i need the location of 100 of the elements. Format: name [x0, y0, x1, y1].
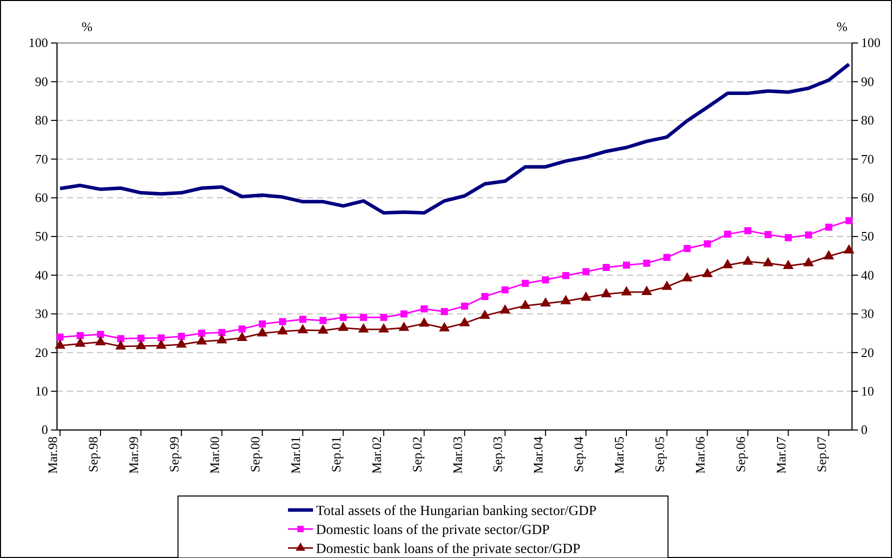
point: [662, 280, 672, 290]
point: [400, 310, 408, 318]
y-tick-label: 20: [35, 344, 48, 360]
point: [600, 288, 612, 298]
x-tick-label: Mar.06: [692, 436, 708, 474]
x-tick-label: Mar.07: [773, 436, 788, 474]
point: [500, 304, 510, 314]
y-tick-label: 70: [35, 151, 48, 166]
line-series: [58, 62, 851, 215]
point: [641, 286, 652, 295]
y2-tick-label: 60: [861, 190, 874, 205]
point: [115, 340, 126, 350]
y-tick-label: 30: [35, 306, 48, 322]
point: [682, 272, 693, 282]
point: [479, 310, 490, 319]
point: [279, 318, 286, 326]
point: [319, 316, 327, 324]
point: [218, 328, 226, 336]
point: [722, 258, 733, 268]
point: [440, 308, 448, 316]
point: [318, 324, 328, 334]
point: [54, 339, 66, 349]
point: [378, 323, 390, 332]
x-tick-label: Sep.06: [732, 436, 748, 472]
x-tick-label: Sep.03: [490, 436, 506, 472]
point: [704, 240, 711, 248]
point: [621, 286, 632, 296]
y2-tick-label: 50: [861, 228, 874, 244]
point: [542, 276, 550, 284]
point: [238, 325, 246, 333]
point: [56, 334, 64, 341]
point: [804, 231, 812, 238]
point: [256, 327, 268, 336]
point: [744, 227, 752, 234]
point: [702, 268, 713, 278]
y-tick-label: 60: [35, 190, 48, 205]
point: [95, 336, 106, 346]
x-tick-label: Sep.00: [247, 436, 262, 472]
y-tick-label: 50: [35, 228, 48, 244]
legend-label: Domestic loans of the private sector/GDP: [316, 523, 550, 538]
point: [742, 255, 754, 265]
point: [137, 334, 144, 342]
legend-label: Domestic bank loans of the private sector/GDP: [316, 542, 581, 557]
point: [560, 294, 572, 304]
point: [156, 339, 167, 349]
point: [803, 257, 814, 266]
point: [663, 254, 670, 261]
point: [522, 280, 529, 287]
x-tick-label: Mar.05: [612, 436, 627, 474]
point: [74, 337, 86, 347]
point: [825, 224, 832, 231]
point: [117, 335, 124, 342]
point: [459, 316, 470, 326]
x-tick-label: Mar.00: [207, 436, 222, 474]
y-tick-label: 10: [35, 383, 48, 398]
x-tick-label: Sep.99: [166, 436, 182, 472]
point: [520, 300, 531, 309]
point: [540, 297, 551, 307]
point: [602, 264, 610, 271]
point: [582, 268, 590, 276]
y2-tick-label: 90: [861, 74, 874, 89]
point: [198, 330, 206, 337]
x-tick-label: Sep.07: [814, 436, 829, 472]
y2-tick-label: 70: [861, 151, 874, 166]
point: [823, 250, 834, 260]
point: [784, 234, 792, 242]
point: [622, 262, 630, 269]
point: [380, 314, 388, 321]
y2-tick-label: 0: [861, 422, 868, 438]
point: [502, 286, 509, 294]
y-tick-label: 40: [35, 267, 48, 282]
x-tick-label: Sep.04: [571, 436, 586, 472]
point: [762, 257, 774, 266]
x-tick-label: Mar.99: [126, 436, 142, 474]
point: [360, 314, 368, 321]
x-tick-label: Mar.01: [288, 436, 303, 474]
x-tick-label: Sep.05: [652, 436, 668, 472]
point: [176, 338, 187, 348]
point: [297, 324, 308, 334]
x-tick-label: Mar.02: [368, 436, 384, 474]
y2-tick-label: 20: [861, 344, 874, 360]
y-tick-label: 0: [42, 422, 48, 438]
point: [844, 244, 854, 254]
x-tick-label: Mar.04: [530, 436, 546, 474]
point: [96, 330, 104, 338]
y2-axis-title: %: [836, 19, 848, 34]
point: [277, 325, 288, 334]
point: [196, 335, 208, 344]
point: [236, 332, 248, 341]
point: [358, 323, 369, 332]
point: [299, 316, 306, 323]
x-tick-label: Mar.03: [450, 436, 465, 474]
point: [178, 332, 185, 340]
point: [643, 260, 650, 267]
point: [420, 305, 428, 312]
point: [724, 230, 732, 238]
x-tick-label: Mar.98: [45, 436, 60, 474]
legend-label: Total assets of the Hungarian banking sector/GDP: [316, 504, 597, 519]
point: [562, 272, 570, 280]
point: [136, 340, 146, 350]
